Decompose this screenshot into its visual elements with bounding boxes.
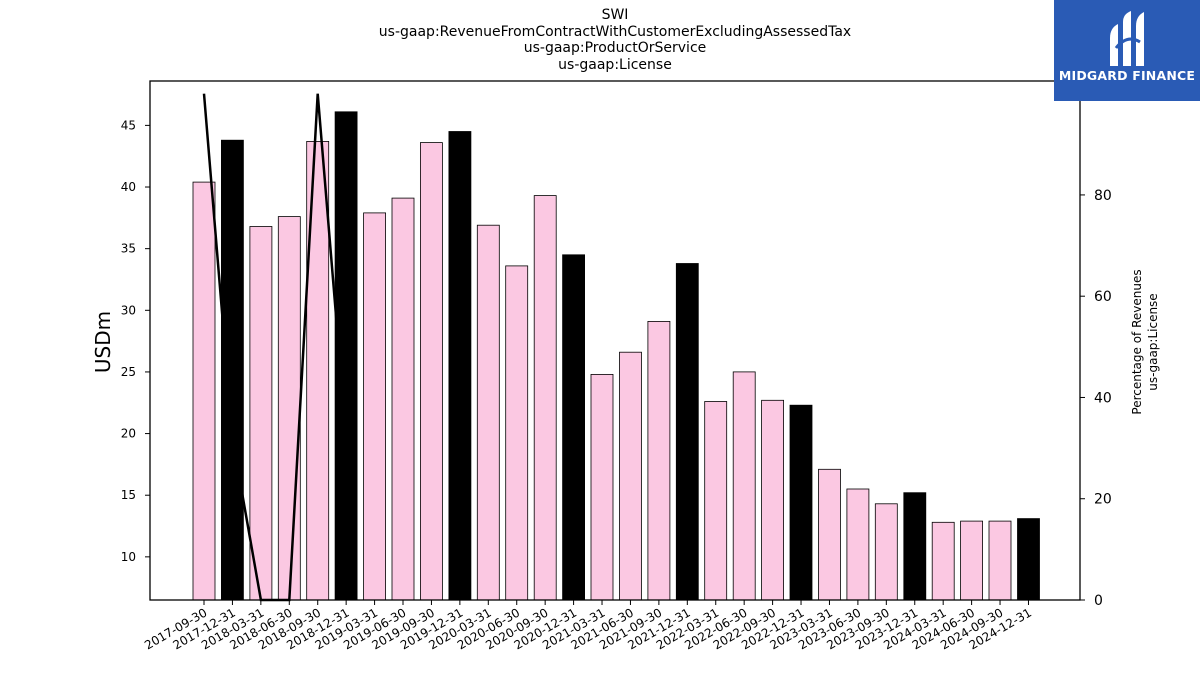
- y-tick-label: 30: [121, 303, 136, 317]
- bar-2023-06-30: [846, 488, 870, 601]
- y-tick-label: 10: [121, 550, 136, 564]
- bar-2022-12-31: [789, 404, 813, 601]
- bar-2019-06-30: [391, 197, 415, 601]
- title-line-1: SWI: [601, 7, 629, 23]
- bar-2021-03-31: [590, 373, 614, 601]
- bar-2021-09-30: [647, 320, 671, 601]
- midgard-logo-icon: [1110, 11, 1144, 66]
- y-tick-label: 35: [121, 242, 136, 256]
- title-line-2: us-gaap:RevenueFromContractWithCustomerE…: [378, 23, 852, 40]
- bar-2017-09-30: [192, 181, 216, 601]
- left-y-axis: 10 15 20 25 30 35 40 45: [121, 118, 150, 564]
- bar-2018-06-30: [277, 216, 301, 601]
- bar-2020-09-30: [533, 195, 557, 601]
- y2-tick-label: 0: [1094, 593, 1103, 609]
- bar-2022-03-31: [704, 401, 728, 601]
- right-y-axis: 020406080100: [1080, 87, 1121, 609]
- bar-2020-03-31: [476, 224, 500, 601]
- midgard-finance-logo: MIDGARD FINANCE: [1054, 0, 1200, 101]
- bar-2019-12-31: [448, 131, 472, 601]
- bar-2023-09-30: [874, 503, 898, 601]
- bar-2024-09-30: [988, 520, 1012, 601]
- y2-tick-label: 60: [1094, 289, 1112, 305]
- bar-2020-12-31: [562, 254, 585, 601]
- bar-2021-12-31: [675, 263, 699, 601]
- bar-2023-12-31: [903, 492, 927, 601]
- y-tick-label: 45: [121, 118, 136, 132]
- bar-2021-06-30: [619, 351, 642, 601]
- bar-2024-12-31: [1017, 518, 1040, 601]
- y-tick-label: 20: [121, 427, 136, 441]
- y-tick-label: 15: [121, 488, 136, 502]
- bar-2022-09-30: [761, 399, 784, 601]
- chart-title: SWI us-gaap:RevenueFromContractWithCusto…: [0, 7, 1200, 73]
- y-tick-label: 25: [121, 365, 136, 379]
- logo-text: MIDGARD FINANCE: [1058, 68, 1196, 83]
- x-axis: 2017-09-302017-12-312018-03-312018-06-30…: [142, 600, 1034, 652]
- bar-2024-03-31: [931, 521, 955, 601]
- plot-frame: [149, 80, 1081, 601]
- y-axis-label: USDm: [91, 311, 115, 373]
- y2-axis-label-line-1: Percentage of Revenues: [1130, 269, 1144, 414]
- bar-2019-03-31: [363, 212, 387, 601]
- y-tick-label: 40: [121, 180, 136, 194]
- bar-2020-06-30: [505, 265, 529, 601]
- y2-axis-label-line-2: us-gaap:License: [1146, 293, 1160, 390]
- bars-group: [192, 111, 1040, 601]
- bar-2023-03-31: [818, 468, 841, 601]
- y2-tick-label: 40: [1094, 390, 1112, 406]
- title-line-4: us-gaap:License: [558, 56, 672, 73]
- bar-2018-03-31: [249, 226, 273, 601]
- bar-2024-06-30: [960, 520, 983, 601]
- bar-2019-09-30: [419, 142, 443, 601]
- bar-2022-06-30: [732, 371, 756, 601]
- y2-tick-label: 80: [1094, 188, 1112, 204]
- bar-2017-12-31: [220, 139, 244, 601]
- y2-tick-label: 20: [1094, 492, 1112, 508]
- title-line-3: us-gaap:ProductOrService: [523, 40, 707, 56]
